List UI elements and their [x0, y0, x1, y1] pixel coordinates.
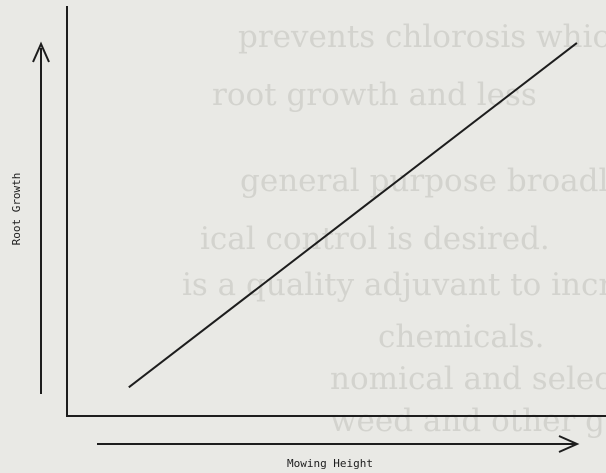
x-arrowhead — [558, 435, 580, 453]
x-axis-label: Mowing Height — [287, 457, 373, 470]
series-line — [128, 42, 578, 389]
y-arrowhead — [32, 41, 50, 63]
series-layer — [128, 42, 578, 389]
y-axis-label: Root Growth — [10, 173, 23, 246]
